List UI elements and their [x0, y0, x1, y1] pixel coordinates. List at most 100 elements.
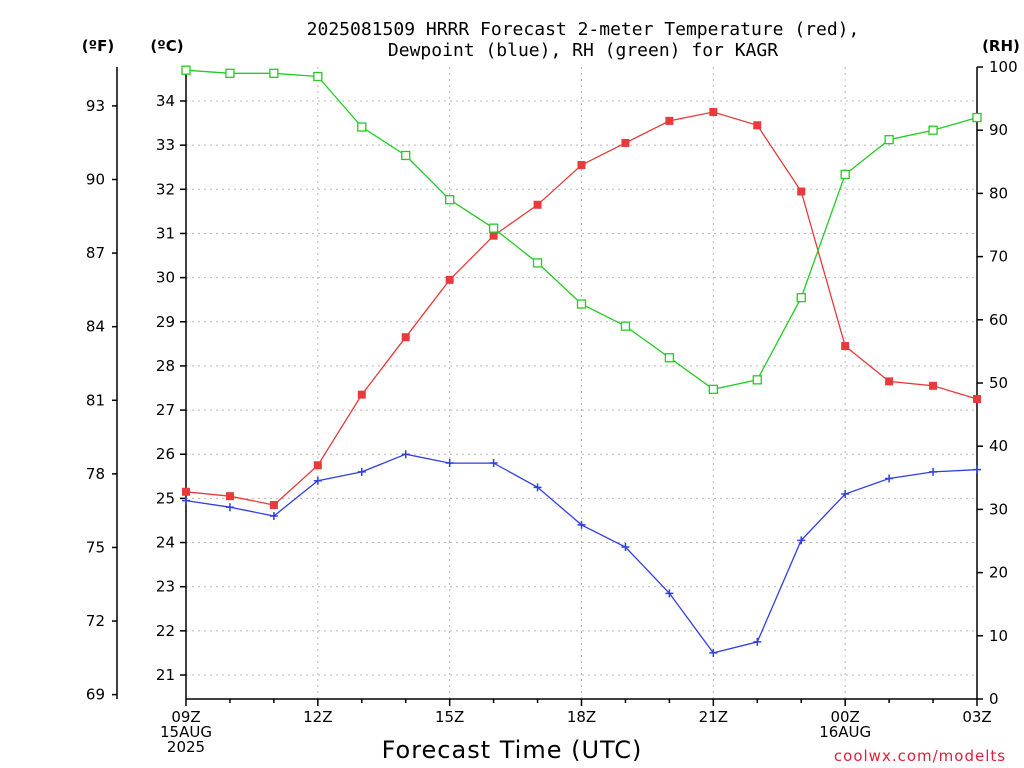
rh-point [620, 321, 631, 331]
x-tick-label: 16AUG [819, 723, 871, 741]
rh-tick-label: 10 [989, 627, 1008, 645]
celsius-tick-label: 23 [156, 578, 175, 596]
rh-tick-label: 60 [989, 311, 1008, 329]
rh-point [708, 384, 718, 394]
dewpoint-point [533, 483, 542, 492]
rh-point [532, 258, 543, 268]
x-tick-label: 15AUG [160, 723, 212, 741]
tick-labels: 69 72 75 78 81 84 87 90 93 21 22 23 24 25 26 27 28 29 30 31… [86, 58, 1018, 756]
rh-tick-label: 20 [989, 564, 1008, 582]
rh-point [269, 68, 279, 78]
dewpoint-point [357, 467, 366, 476]
dewpoint-point [885, 474, 894, 483]
x-tick-label: 12Z [303, 708, 332, 726]
temperature-point [797, 187, 806, 196]
temperature-point [885, 377, 894, 386]
axes [112, 66, 983, 706]
rh-point [576, 299, 587, 309]
rh-point [181, 65, 191, 75]
x-tick-label: 15Z [435, 708, 464, 726]
rh-tick-label: 90 [989, 121, 1008, 139]
temperature-point [929, 381, 938, 390]
rh-point [928, 125, 938, 135]
fahrenheit-unit-label: (ºF) [82, 37, 114, 55]
rh-tick-label: 0 [989, 690, 999, 708]
chart-title-line-2: Dewpoint (blue), RH (green) for KAGR [388, 40, 778, 61]
fahrenheit-tick-label: 84 [86, 318, 105, 336]
dewpoint-point [445, 459, 454, 468]
celsius-tick-label: 34 [156, 92, 175, 110]
celsius-tick-label: 21 [156, 666, 175, 684]
temperature-point [577, 161, 586, 170]
celsius-tick-label: 28 [156, 357, 175, 375]
dewpoint-point [225, 503, 234, 512]
temperature-point [182, 487, 190, 496]
source-credit: coolwx.com/modelts [834, 747, 1006, 765]
rh-point [225, 68, 235, 78]
celsius-tick-label: 24 [156, 534, 175, 552]
rh-point [445, 195, 455, 205]
rh-point [488, 223, 499, 233]
x-tick-label: 03Z [962, 708, 991, 726]
temperature-point [269, 501, 278, 510]
x-tick-label: 00Z [830, 708, 859, 726]
rh-point [357, 122, 367, 132]
fahrenheit-tick-label: 93 [86, 97, 105, 115]
temperature-point [225, 492, 234, 501]
fahrenheit-tick-label: 69 [86, 686, 105, 704]
rh-point [752, 375, 762, 385]
fahrenheit-tick-label: 78 [86, 465, 105, 483]
celsius-tick-label: 33 [156, 136, 175, 154]
temperature-point [313, 461, 322, 470]
dewpoint-point [577, 520, 586, 529]
rh-point [884, 135, 894, 145]
temperature-point [665, 116, 674, 125]
temperature-point [489, 231, 498, 240]
celsius-tick-label: 32 [156, 180, 175, 198]
celsius-tick-label: 29 [156, 313, 175, 331]
fahrenheit-tick-label: 72 [86, 612, 105, 630]
rh-unit-label: (RH) [982, 37, 1020, 55]
celsius-tick-label: 25 [156, 489, 175, 507]
dewpoint-point [489, 459, 498, 468]
dewpoint-point [841, 489, 850, 498]
dewpoint-point [753, 637, 762, 646]
temperature-point [753, 121, 762, 130]
fahrenheit-tick-label: 75 [86, 538, 105, 556]
rh-point [401, 150, 411, 161]
rh-tick-label: 50 [989, 374, 1008, 392]
dewpoint-point [621, 542, 630, 551]
dewpoint-point [269, 512, 278, 521]
temperature-point [709, 108, 718, 117]
celsius-tick-label: 30 [156, 269, 175, 287]
rh-point [313, 71, 323, 82]
rh-point [972, 112, 982, 123]
rh-tick-label: 100 [989, 58, 1018, 76]
dewpoint-point [973, 465, 981, 474]
temperature-point [533, 200, 542, 209]
rh-tick-label: 40 [989, 437, 1008, 455]
fahrenheit-tick-label: 90 [86, 170, 105, 188]
temperature-point [621, 138, 630, 147]
celsius-tick-label: 26 [156, 445, 175, 463]
x-tick-label: 2025 [167, 738, 205, 756]
fahrenheit-tick-label: 81 [86, 391, 105, 409]
temperature-point [973, 395, 981, 404]
x-tick-label: 09Z [171, 708, 200, 726]
celsius-unit-label: (ºC) [150, 37, 183, 55]
dewpoint-point [401, 450, 410, 459]
rh-tick-label: 80 [989, 184, 1008, 202]
dewpoint-point [665, 589, 674, 598]
celsius-tick-label: 31 [156, 224, 175, 242]
rh-point [664, 353, 675, 363]
dewpoint-point [709, 648, 718, 657]
data-series [181, 65, 982, 657]
fahrenheit-tick-label: 87 [86, 244, 105, 262]
temperature-point [841, 342, 850, 351]
rh-tick-label: 30 [989, 500, 1008, 518]
x-tick-label: 21Z [699, 708, 728, 726]
rh-tick-label: 70 [989, 248, 1008, 266]
dewpoint-point [313, 476, 322, 485]
rh-point [796, 293, 806, 303]
